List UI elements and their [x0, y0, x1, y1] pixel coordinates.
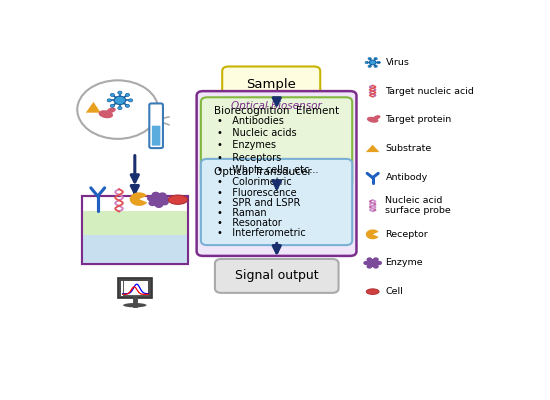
Text: •   Whole cells, etc...: • Whole cells, etc... — [217, 165, 318, 175]
Circle shape — [373, 257, 379, 262]
Text: Nucleic acid
surface probe: Nucleic acid surface probe — [386, 196, 451, 215]
Circle shape — [147, 195, 156, 202]
Circle shape — [158, 192, 167, 198]
Text: Sample: Sample — [246, 78, 296, 91]
Text: Optical Transducer: Optical Transducer — [213, 167, 311, 177]
Text: •   Antibodies: • Antibodies — [217, 116, 284, 126]
Circle shape — [370, 60, 376, 65]
Ellipse shape — [123, 303, 146, 307]
FancyBboxPatch shape — [222, 66, 320, 102]
Bar — [81, 235, 188, 264]
Circle shape — [148, 200, 157, 206]
Circle shape — [373, 264, 379, 269]
Text: •   Resonator: • Resonator — [217, 218, 282, 228]
FancyBboxPatch shape — [201, 159, 352, 245]
Bar — [81, 196, 188, 264]
Circle shape — [366, 264, 372, 269]
FancyBboxPatch shape — [215, 259, 339, 293]
Text: •   Raman: • Raman — [217, 208, 266, 218]
FancyBboxPatch shape — [149, 104, 163, 148]
Ellipse shape — [168, 195, 188, 204]
Circle shape — [364, 261, 369, 265]
Text: Virus: Virus — [386, 58, 409, 67]
Bar — [122, 281, 148, 296]
Circle shape — [376, 261, 382, 265]
Text: Biorecognition  Element: Biorecognition Element — [213, 106, 339, 116]
Circle shape — [160, 199, 169, 206]
Circle shape — [114, 96, 126, 104]
Circle shape — [110, 93, 114, 96]
Wedge shape — [366, 230, 378, 239]
Ellipse shape — [373, 115, 381, 120]
Polygon shape — [86, 102, 101, 113]
Circle shape — [374, 65, 377, 68]
Text: •   Enzymes: • Enzymes — [217, 140, 276, 150]
Ellipse shape — [98, 110, 113, 118]
Text: Optical Biosensor: Optical Biosensor — [231, 101, 322, 111]
Polygon shape — [366, 145, 379, 152]
Circle shape — [129, 99, 133, 102]
Circle shape — [77, 80, 158, 139]
Circle shape — [118, 106, 122, 110]
Circle shape — [366, 257, 372, 262]
Text: Signal output: Signal output — [235, 270, 318, 282]
Text: •   SPR and LSPR: • SPR and LSPR — [217, 198, 300, 208]
Ellipse shape — [107, 108, 116, 113]
Circle shape — [151, 192, 160, 198]
Text: •   Interferometric: • Interferometric — [217, 228, 305, 238]
Text: Target protein: Target protein — [386, 115, 452, 124]
Ellipse shape — [366, 289, 379, 294]
Circle shape — [118, 91, 122, 94]
Text: Cell: Cell — [386, 287, 403, 296]
Circle shape — [365, 61, 369, 64]
Text: •   Fluorescence: • Fluorescence — [217, 188, 296, 198]
Circle shape — [125, 93, 130, 96]
FancyBboxPatch shape — [152, 126, 161, 146]
Bar — [81, 212, 188, 235]
FancyBboxPatch shape — [118, 278, 152, 298]
Text: Antibody: Antibody — [386, 172, 428, 182]
Text: •   Nucleic acids: • Nucleic acids — [217, 128, 296, 138]
Circle shape — [125, 104, 130, 107]
FancyBboxPatch shape — [197, 91, 356, 256]
Circle shape — [374, 58, 377, 60]
Bar — [81, 196, 188, 264]
Text: Substrate: Substrate — [386, 144, 432, 153]
Circle shape — [367, 259, 378, 267]
Text: Enzyme: Enzyme — [386, 258, 423, 268]
Circle shape — [110, 104, 114, 107]
Text: Receptor: Receptor — [386, 230, 428, 239]
Text: •   Receptors: • Receptors — [217, 153, 281, 163]
Circle shape — [107, 99, 111, 102]
Circle shape — [368, 58, 371, 60]
Circle shape — [377, 61, 381, 64]
FancyBboxPatch shape — [201, 97, 352, 186]
Text: Target nucleic acid: Target nucleic acid — [386, 87, 474, 96]
Wedge shape — [130, 192, 147, 206]
Circle shape — [150, 194, 167, 206]
Text: •   Colorimetric: • Colorimetric — [217, 177, 292, 187]
Circle shape — [368, 65, 371, 68]
Ellipse shape — [367, 117, 378, 123]
Circle shape — [161, 197, 170, 203]
Circle shape — [155, 202, 163, 208]
